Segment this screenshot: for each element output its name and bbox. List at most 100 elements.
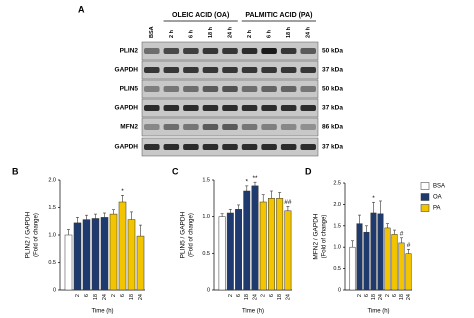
bar [251, 185, 259, 291]
panel-label: C [172, 166, 179, 176]
blot-band [202, 124, 219, 130]
y-tick-label: 0.5 [333, 266, 341, 272]
x-tick-label: 18 [371, 294, 377, 300]
y-tick-label: 0.5 [48, 260, 56, 266]
blot-band [202, 67, 219, 73]
blot-band [202, 144, 219, 150]
blot-band [144, 105, 160, 111]
y-axis-note: (Fold of change) [189, 213, 195, 257]
blot-band [261, 124, 277, 130]
x-tick-label: 18 [93, 294, 99, 300]
blot-band [241, 67, 258, 73]
blot-band [300, 144, 316, 150]
x-tick-label: 6 [84, 294, 90, 297]
y-tick-label: 2.5 [333, 180, 341, 186]
lane-label: BSA [149, 26, 155, 38]
blot-band [222, 124, 238, 130]
x-tick-label: 2 [228, 294, 234, 297]
y-tick-label: 1.0 [48, 232, 56, 238]
lane-label: 24 h [306, 26, 312, 38]
blot-band [144, 144, 160, 150]
blot-band [183, 105, 199, 111]
blot-band [183, 124, 199, 130]
y-tick-label: 1.5 [333, 223, 341, 229]
x-axis-label: Time (h) [367, 309, 389, 315]
annotation: ** [252, 175, 258, 182]
protein-label: MFN2 [120, 124, 138, 131]
blot-band [241, 105, 258, 111]
legend-swatch [420, 193, 430, 201]
y-tick-label: 1.0 [202, 214, 210, 220]
panel-label: B [12, 166, 19, 176]
x-tick-label: 24 [252, 294, 258, 300]
lane-label: 6 h [188, 29, 194, 38]
blot-band [300, 105, 316, 111]
annotation: * [121, 188, 124, 195]
panel-label: D [305, 166, 312, 176]
x-tick-label: 18 [129, 294, 135, 300]
blot-band [222, 67, 238, 73]
bar [109, 213, 118, 291]
blot-band [241, 124, 258, 130]
annotation: # [407, 242, 411, 249]
group-label: OLEIC ACID (OA) [172, 12, 229, 19]
blot-band [163, 105, 180, 111]
x-tick-label: 24 [406, 294, 412, 300]
blot-band [163, 144, 180, 150]
blot-band [163, 86, 180, 92]
blot-band [144, 67, 160, 73]
annotation: ## [284, 199, 292, 206]
bar [405, 253, 412, 291]
protein-label: PLIN2 [120, 48, 139, 55]
blot-band [300, 124, 316, 130]
protein-label: PLIN5 [120, 86, 139, 93]
bar [363, 231, 370, 291]
bar [100, 217, 109, 291]
x-tick-label: 6 [120, 294, 126, 297]
lane-label: 2 h [169, 29, 175, 38]
legend-label: PA [433, 206, 441, 212]
bar [226, 212, 234, 291]
blot-band [222, 144, 238, 150]
bar [267, 198, 275, 291]
bar [391, 234, 398, 291]
legend-swatch [420, 182, 430, 190]
x-axis-label: Time (h) [242, 309, 264, 315]
legend-label: BSA [433, 184, 445, 190]
blot-band [183, 67, 199, 73]
size-label: 37 kDa [322, 67, 343, 74]
y-axis-label: MFN2 / GAPDH [313, 213, 320, 260]
blot-band [300, 67, 316, 73]
y-tick-label: 0 [338, 287, 341, 293]
blot-band [144, 124, 160, 130]
blot-band [202, 105, 219, 111]
blot-band [144, 48, 160, 54]
bar [118, 201, 127, 291]
x-tick-label: 2 [75, 294, 81, 297]
annotation: * [246, 179, 249, 186]
blot-band [261, 144, 277, 150]
blot-band [261, 105, 277, 111]
lane-label: 2 h [247, 29, 253, 38]
blot-band [280, 124, 297, 130]
x-tick-label: 18 [244, 294, 250, 300]
blot-band [241, 144, 258, 150]
bar [73, 222, 82, 291]
blot-band [280, 67, 297, 73]
bar [259, 201, 267, 291]
bar [356, 223, 363, 291]
bar [384, 227, 391, 291]
bar [276, 198, 284, 291]
blot-band [163, 67, 180, 73]
y-axis-label: PLIN5 / GAPDH [180, 211, 187, 258]
blot-band [300, 86, 316, 92]
blot-band [183, 144, 199, 150]
lane-label: 18 h [208, 26, 214, 38]
y-tick-label: 2.0 [48, 177, 56, 183]
bar [136, 235, 145, 291]
blot-band [261, 67, 277, 73]
x-tick-label: 2 [261, 294, 267, 297]
x-tick-label: 2 [385, 294, 391, 297]
blot-band [163, 48, 180, 54]
